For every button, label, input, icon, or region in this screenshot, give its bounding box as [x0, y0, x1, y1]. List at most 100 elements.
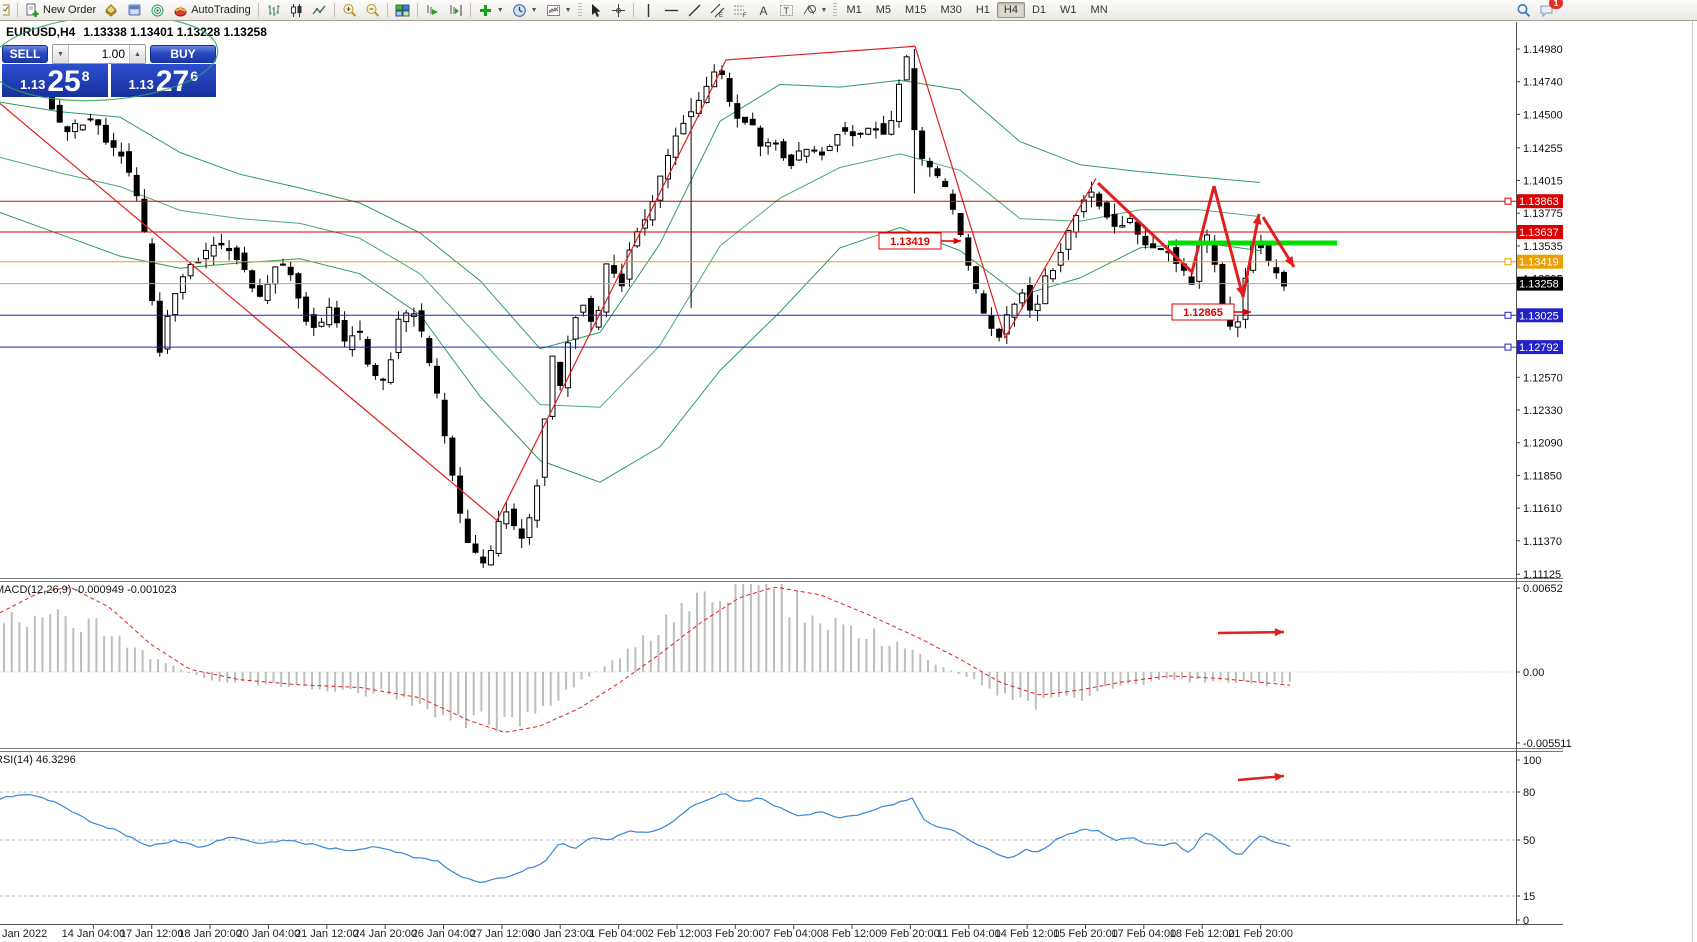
vertical-line-icon [647, 3, 649, 17]
volume-stepper[interactable]: ▼ ▲ [52, 44, 146, 64]
sell-button[interactable]: SELL [2, 45, 48, 63]
svg-text:1.13258: 1.13258 [1519, 279, 1559, 291]
add-indicator-button[interactable]: ▼ [474, 0, 508, 20]
fibonacci-icon: F [733, 5, 747, 18]
rsi-panel-separator[interactable] [0, 746, 1563, 753]
trendline-button[interactable] [683, 0, 706, 20]
toolbar-grip[interactable] [833, 3, 838, 17]
separator [17, 3, 18, 17]
timeframe-d1-button[interactable]: D1 [1031, 4, 1047, 16]
timeframe-m15-button[interactable]: M15 [905, 4, 927, 16]
svg-text:1.12792: 1.12792 [1519, 342, 1559, 354]
dropdown-arrow-icon: ▼ [530, 6, 538, 14]
templates-button[interactable]: ▼ [542, 0, 576, 20]
period-button[interactable]: ▼ [508, 0, 542, 20]
svg-text:17 Jan 12:00: 17 Jan 12:00 [120, 928, 184, 940]
horizontal-line-icon [664, 9, 678, 11]
volume-input[interactable] [69, 45, 129, 63]
text-button[interactable]: A [752, 0, 775, 20]
svg-text:1.12330: 1.12330 [1523, 405, 1563, 417]
svg-text:0.00652: 0.00652 [1523, 583, 1563, 595]
shapes-icon [803, 4, 816, 14]
svg-text:1.14500: 1.14500 [1523, 109, 1563, 121]
svg-text:80: 80 [1523, 787, 1535, 799]
notifications-button[interactable]: 1 [1535, 0, 1563, 20]
chart-shift-button[interactable] [444, 0, 467, 20]
dropdown-arrow-icon: ▼ [820, 6, 828, 14]
svg-text:T: T [783, 6, 789, 16]
crosshair-icon [611, 3, 625, 17]
sell-price-pip: 8 [81, 68, 90, 84]
equidistant-channel-button[interactable]: E [706, 0, 729, 20]
text-label-button[interactable]: T [775, 0, 798, 20]
macd-panel-separator[interactable] [0, 576, 1563, 583]
search-icon [1517, 3, 1531, 17]
ohlc-values: 1.13338 1.13401 1.13228 1.13258 [83, 25, 267, 39]
volume-decrease-button[interactable]: ▼ [53, 45, 69, 63]
timeframe-mn-button[interactable]: MN [1090, 4, 1108, 16]
svg-text:1.14740: 1.14740 [1523, 77, 1563, 89]
autoscroll-button[interactable] [421, 0, 444, 20]
svg-text:7 Feb 04:00: 7 Feb 04:00 [764, 928, 823, 940]
buy-price-display[interactable]: 1.13 27 6 [110, 64, 216, 98]
buy-price-pip: 6 [190, 68, 198, 84]
autotrading-icon [174, 6, 187, 16]
buy-button[interactable]: BUY [150, 45, 216, 63]
new-order-button[interactable]: New Order [21, 0, 100, 20]
timeframe-m30-button[interactable]: M30 [940, 4, 962, 16]
svg-text:21 Feb 20:00: 21 Feb 20:00 [1228, 928, 1293, 940]
timeframe-h1-button[interactable]: H1 [975, 4, 990, 16]
svg-text:1.13419: 1.13419 [890, 236, 930, 248]
svg-text:14 Feb 12:00: 14 Feb 12:00 [995, 928, 1060, 940]
separator [386, 3, 388, 17]
timeframe-w1-button[interactable]: W1 [1060, 4, 1077, 16]
new-chart-button[interactable] [2, 0, 14, 20]
autotrading-label: AutoTrading [191, 4, 251, 16]
bar-chart-button[interactable] [262, 0, 285, 20]
shapes-button[interactable]: ▼ [798, 0, 832, 20]
sell-price-display[interactable]: 1.13 25 8 [2, 64, 108, 97]
horizontal-line-button[interactable] [660, 0, 683, 20]
separator [257, 3, 259, 17]
svg-text:1.12090: 1.12090 [1523, 438, 1563, 450]
new-chart-icon [3, 4, 10, 15]
svg-text:0.00: 0.00 [1523, 667, 1544, 679]
timeframe-m1-button[interactable]: M1 [846, 4, 862, 16]
timeframe-m5-button[interactable]: M5 [875, 4, 892, 16]
search-button[interactable] [1512, 0, 1535, 20]
svg-text:A: A [759, 4, 767, 18]
volume-increase-button[interactable]: ▲ [129, 45, 145, 63]
cursor-button[interactable] [584, 0, 607, 20]
signals-button[interactable] [146, 0, 169, 20]
crosshair-button[interactable] [607, 0, 630, 20]
data-window-button[interactable] [123, 0, 146, 20]
vertical-line-button[interactable] [637, 0, 660, 20]
zoom-in-button[interactable] [338, 0, 361, 20]
chart-shift-icon [450, 4, 462, 16]
price-axis[interactable] [1516, 22, 1563, 924]
candlestick-chart-button[interactable] [285, 0, 308, 20]
sell-price-big: 25 [47, 65, 81, 98]
separator [632, 3, 634, 17]
fibonacci-button[interactable]: F [729, 0, 752, 20]
svg-text:1.13775: 1.13775 [1523, 208, 1563, 220]
market-watch-button[interactable] [100, 0, 123, 20]
notification-badge: 1 [1549, 0, 1563, 9]
svg-text:3 Feb 20:00: 3 Feb 20:00 [706, 928, 765, 940]
svg-text:24 Jan 20:00: 24 Jan 20:00 [353, 928, 417, 940]
svg-text:1.13863: 1.13863 [1519, 196, 1559, 208]
zoom-out-button[interactable] [361, 0, 384, 20]
signals-icon [151, 4, 164, 16]
autotrading-button[interactable]: AutoTrading [169, 0, 255, 20]
time-axis[interactable] [0, 925, 1516, 942]
data-window-icon [128, 4, 141, 15]
timeframe-h4-button[interactable]: H4 [996, 2, 1025, 18]
tile-windows-button[interactable] [391, 0, 414, 20]
line-chart-button[interactable] [308, 0, 331, 20]
toolbar-grip[interactable] [577, 3, 582, 17]
buy-price-big: 27 [155, 65, 190, 98]
text-label-icon: T [779, 4, 793, 16]
svg-text:9 Feb 20:00: 9 Feb 20:00 [881, 928, 940, 940]
